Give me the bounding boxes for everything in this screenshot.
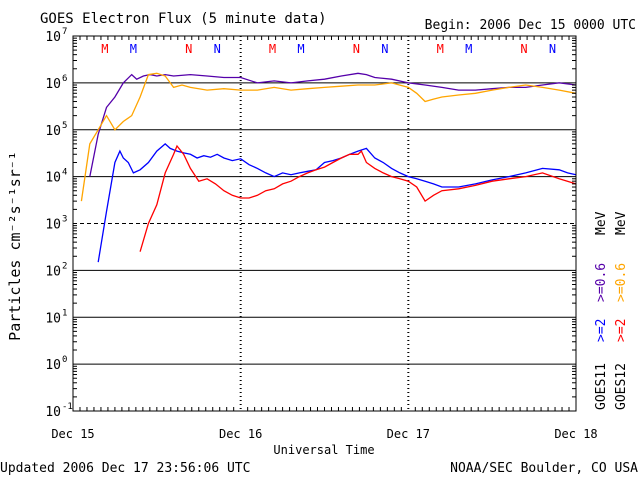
x-tick-label: Dec 16 [219, 427, 262, 441]
y-tick-label: 10 [45, 171, 61, 186]
chart-title: GOES Electron Flux (5 minute data) [40, 11, 327, 27]
grid [73, 36, 576, 411]
y-tick-exponent: 3 [62, 215, 67, 225]
y-tick-exponent: 0 [62, 355, 67, 365]
y-tick-exponent: 4 [62, 168, 67, 178]
y-tick-exponent: -1 [62, 402, 73, 412]
mn-marker: M [101, 42, 108, 56]
updated-timestamp: Updated 2006 Dec 17 23:56:06 UTC [0, 461, 250, 476]
legend-entry: GOES12 [614, 363, 629, 410]
y-tick-exponent: 2 [62, 261, 67, 271]
y-tick-label: 10 [45, 311, 61, 326]
y-tick-exponent: 5 [62, 121, 67, 131]
legend-entry: >=2 [614, 319, 629, 342]
mn-marker: M [269, 42, 276, 56]
y-tick-label: 10 [45, 358, 61, 373]
mn-marker: N [549, 42, 556, 56]
y-tick-label: 10 [45, 405, 61, 420]
y-tick-label: 10 [45, 30, 61, 45]
y-tick-label: 10 [45, 77, 61, 92]
legend-entry: GOES11 [594, 363, 609, 410]
y-tick-exponent: 6 [62, 74, 67, 84]
series-line [139, 144, 577, 252]
legend-entry: MeV [594, 211, 609, 235]
mn-marker: N [381, 42, 388, 56]
legend-entry: >=0.6 [614, 263, 629, 302]
mn-marker: M [130, 42, 137, 56]
legend-entry: >=2 [594, 319, 609, 342]
series-line [89, 72, 577, 177]
series-line [80, 72, 577, 202]
mn-marker: M [437, 42, 444, 56]
mn-marker: M [297, 42, 304, 56]
mn-marker: N [353, 42, 360, 56]
series-group [80, 72, 577, 263]
credit-line: NOAA/SEC Boulder, CO USA [450, 461, 638, 476]
mn-marker: M [465, 42, 472, 56]
begin-time: Begin: 2006 Dec 15 0000 UTC [425, 18, 636, 33]
x-tick-label: Dec 17 [387, 427, 430, 441]
legend-entry: MeV [614, 211, 629, 235]
right-legend: GOES11 >=2 >=0.6 MeV GOES12 >=2 >=0.6 MeV [594, 211, 629, 410]
y-tick-label: 10 [45, 264, 61, 279]
x-axis-label: Universal Time [273, 443, 374, 457]
mn-marker: N [214, 42, 221, 56]
x-tick-label: Dec 18 [554, 427, 597, 441]
y-axis-label: Particles cm⁻²s⁻¹sr⁻¹ [6, 151, 24, 341]
x-axis-ticks: Dec 15 Dec 16 Dec 17 Dec 18 [51, 36, 598, 441]
y-tick-label: 10 [45, 124, 61, 139]
x-tick-label: Dec 15 [51, 427, 94, 441]
mn-marker: N [185, 42, 192, 56]
series-line [97, 143, 577, 263]
y-tick-exponent: 1 [62, 308, 67, 318]
mn-marker: N [520, 42, 527, 56]
y-tick-exponent: 7 [62, 27, 67, 37]
y-tick-label: 10 [45, 218, 61, 233]
legend-entry: >=0.6 [594, 263, 609, 302]
